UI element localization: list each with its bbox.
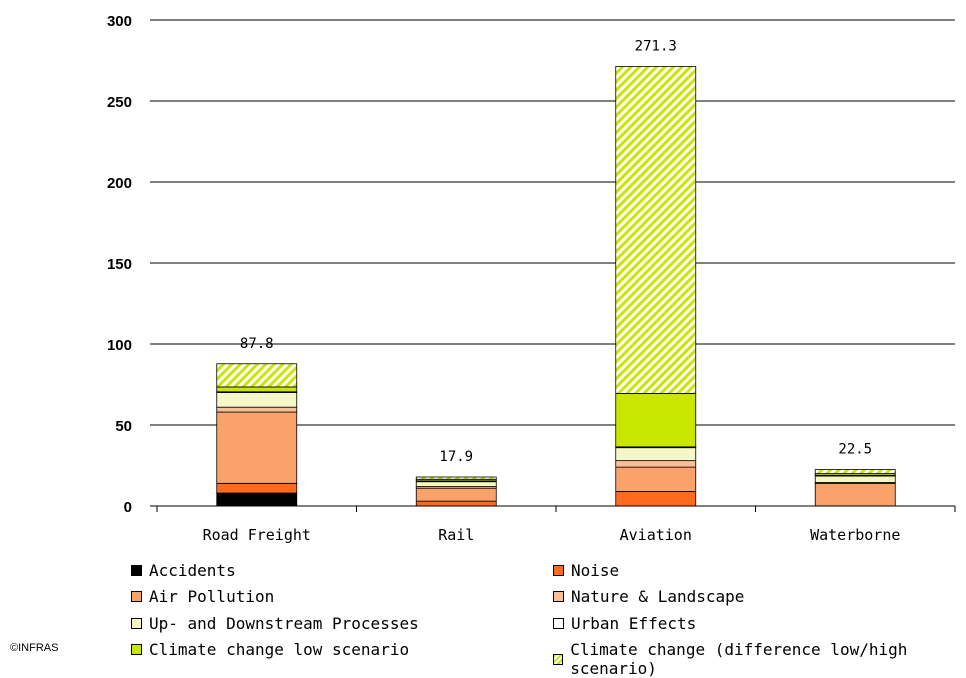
legend-item-nature-landscape: Nature & Landscape (553, 587, 744, 606)
bar-segment-climate-change-difference-low-high-scenario (216, 363, 298, 388)
y-tick-label: 150 (107, 256, 132, 273)
bar-total-label: 22.5 (838, 442, 872, 458)
legend-label: Noise (571, 561, 620, 580)
credit-text: ©INFRAS (10, 642, 59, 654)
bar-segment-accidents (216, 492, 298, 507)
bar-segment-air-pollution (415, 487, 497, 502)
legend-label: Up- and Downstream Processes (149, 614, 419, 633)
legend-swatch-up-downstream (131, 618, 142, 629)
x-axis: Road Freight Rail Aviation Waterborne (156, 505, 956, 544)
y-tick-label: 300 (107, 13, 132, 30)
legend-label: Air Pollution (149, 587, 275, 606)
legend-swatch-climate-diff (553, 653, 564, 665)
legend-swatch-air-pollution (131, 591, 142, 602)
stacked-bar-chart: 0 50 100 150 200 250 300 87.8 17.9 271.3 22.5 Roa… (107, 13, 956, 544)
legend-label: Nature & Landscape (571, 587, 745, 606)
legend-swatch-accidents (131, 565, 142, 576)
legend-item-noise: Noise (553, 561, 619, 580)
legend-item-accidents: Accidents (131, 561, 236, 580)
bar-segment-nature-landscape (216, 406, 298, 413)
bar-segment-noise (615, 491, 697, 507)
legend-item-climate-low: Climate change low scenario (131, 640, 409, 659)
bar-segment-noise (415, 500, 497, 507)
legend-label: Urban Effects (571, 614, 697, 633)
bar-segment-up-and-downstream-processes (814, 475, 896, 483)
y-tick-label: 50 (115, 418, 132, 435)
bar-segment-up-and-downstream-processes (615, 447, 697, 462)
bar-total-label: 17.9 (439, 449, 473, 465)
legend-label: Climate change low scenario (149, 640, 410, 659)
bar-total-label: 271.3 (635, 38, 677, 54)
y-tick-label: 200 (107, 175, 132, 192)
x-category-label: Waterborne (810, 526, 900, 544)
bar-total-label: 87.8 (240, 336, 274, 352)
bar-segment-noise (216, 482, 298, 494)
legend-item-air-pollution: Air Pollution (131, 587, 274, 606)
bar-segment-up-and-downstream-processes (415, 481, 497, 487)
bar-segment-air-pollution (216, 411, 298, 484)
bar-segment-air-pollution (615, 466, 697, 492)
legend-label: Climate change (difference low/high scen… (570, 640, 908, 678)
bar-segment-nature-landscape (615, 460, 697, 468)
legend-swatch-urban-effects (553, 618, 564, 629)
bars: 87.8 17.9 271.3 22.5 (216, 38, 896, 507)
y-axis: 0 50 100 150 200 250 300 (107, 13, 157, 516)
bar-segment-climate-change-difference-low-high-scenario (814, 469, 896, 474)
bar-segment-climate-change-low-scenario (216, 386, 298, 393)
legend-item-up-downstream: Up- and Downstream Processes (131, 614, 419, 633)
y-tick-label: 100 (107, 337, 132, 354)
bar-segment-climate-change-difference-low-high-scenario (415, 476, 497, 480)
legend-label: Accidents (149, 561, 236, 580)
legend-item-urban-effects: Urban Effects (553, 614, 696, 633)
legend-item-climate-diff: Climate change (difference low/high scen… (553, 640, 966, 678)
bar-segment-climate-change-low-scenario (615, 393, 697, 448)
legend-swatch-noise (553, 565, 564, 576)
gridlines (157, 19, 955, 426)
bar-segment-climate-change-difference-low-high-scenario (615, 66, 697, 394)
x-category-label: Aviation (620, 526, 692, 544)
y-tick-label: 0 (124, 499, 132, 516)
legend-swatch-nature-landscape (553, 591, 564, 602)
x-category-label: Road Freight (203, 526, 311, 544)
y-tick-label: 250 (107, 94, 132, 111)
x-category-label: Rail (438, 526, 474, 544)
bar-segment-air-pollution (814, 482, 896, 507)
legend-swatch-climate-low (131, 644, 142, 655)
bar-segment-up-and-downstream-processes (216, 392, 298, 408)
